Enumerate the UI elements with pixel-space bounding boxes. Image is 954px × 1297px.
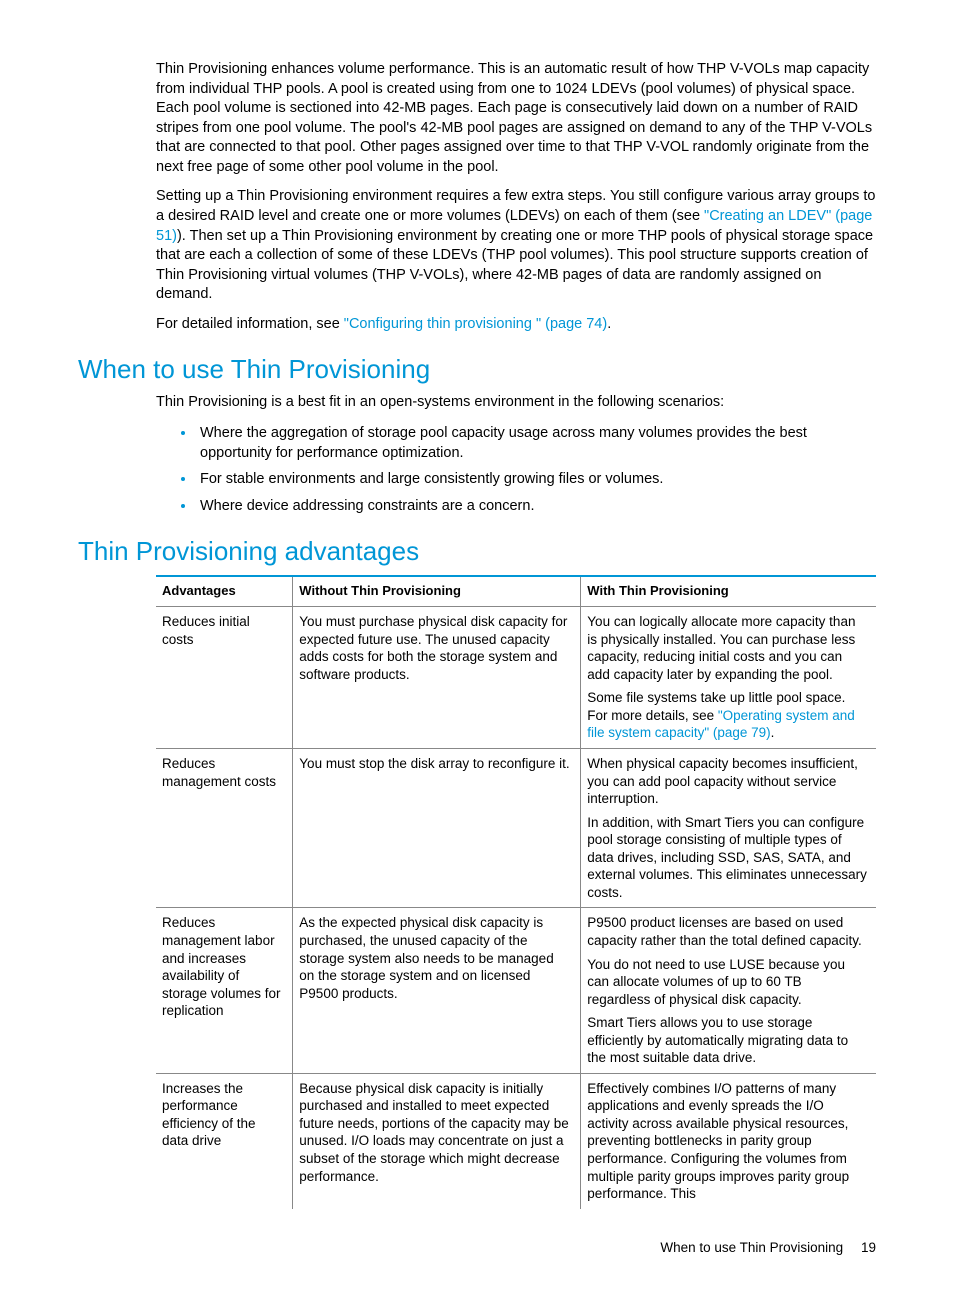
cell-paragraph: In addition, with Smart Tiers you can co… (587, 814, 868, 902)
cell-paragraph: You do not need to use LUSE because you … (587, 956, 868, 1009)
cell-paragraph: You must stop the disk array to reconfig… (299, 755, 572, 773)
advantages-table: Advantages Without Thin Provisioning Wit… (156, 575, 876, 1208)
page-footer: When to use Thin Provisioning 19 (78, 1239, 876, 1257)
intro-block: Thin Provisioning enhances volume perfor… (156, 60, 876, 334)
cell-advantage: Reduces management labor and increases a… (156, 908, 293, 1073)
intro-p3-b: . (607, 316, 611, 332)
list-item: Where device addressing constraints are … (196, 496, 876, 517)
intro-p3-a: For detailed information, see (156, 316, 344, 332)
page: Thin Provisioning enhances volume perfor… (0, 0, 954, 1297)
col-advantages: Advantages (156, 576, 293, 606)
footer-page-number: 19 (861, 1240, 876, 1255)
cell-without: Because physical disk capacity is initia… (293, 1073, 581, 1208)
list-item: Where the aggregation of storage pool ca… (196, 423, 876, 463)
table-row: Increases the performance efficiency of … (156, 1073, 876, 1208)
footer-title: When to use Thin Provisioning (660, 1240, 843, 1255)
cell-paragraph: Effectively combines I/O patterns of man… (587, 1080, 868, 1203)
cell-paragraph: You can logically allocate more capacity… (587, 613, 868, 683)
cell-without: As the expected physical disk capacity i… (293, 908, 581, 1073)
cell-paragraph: Because physical disk capacity is initia… (299, 1080, 572, 1185)
intro-p2-b: ). Then set up a Thin Provisioning envir… (156, 228, 873, 303)
table-row: Reduces management costs You must stop th… (156, 749, 876, 908)
intro-p1: Thin Provisioning enhances volume perfor… (156, 60, 876, 177)
col-with: With Thin Provisioning (581, 576, 876, 606)
cell-paragraph: When physical capacity becomes insuffici… (587, 755, 868, 808)
cell-advantage: Reduces initial costs (156, 607, 293, 749)
cell-without: You must stop the disk array to reconfig… (293, 749, 581, 908)
advantages-tbody: Reduces initial costsYou must purchase p… (156, 607, 876, 1209)
cell-paragraph: P9500 product licenses are based on used… (587, 914, 868, 949)
cell-advantage: Increases the performance efficiency of … (156, 1073, 293, 1208)
list-item: For stable environments and large consis… (196, 469, 876, 490)
when-list: Where the aggregation of storage pool ca… (156, 423, 876, 516)
cell-with: You can logically allocate more capacity… (581, 607, 876, 749)
link-configuring-thin-prov[interactable]: "Configuring thin provisioning " (page 7… (344, 316, 607, 332)
table-row: Reduces initial costsYou must purchase p… (156, 607, 876, 749)
table-header-row: Advantages Without Thin Provisioning Wit… (156, 576, 876, 606)
cell-advantage: Reduces management costs (156, 749, 293, 908)
when-lead: Thin Provisioning is a best fit in an op… (156, 393, 876, 413)
heading-when-to-use: When to use Thin Provisioning (78, 352, 876, 387)
intro-p2: Setting up a Thin Provisioning environme… (156, 187, 876, 304)
cell-with: When physical capacity becomes insuffici… (581, 749, 876, 908)
when-block: Thin Provisioning is a best fit in an op… (156, 393, 876, 516)
intro-p3: For detailed information, see "Configuri… (156, 315, 876, 335)
cell-paragraph: You must purchase physical disk capacity… (299, 613, 572, 683)
cell-text: . (771, 725, 775, 740)
cell-with: P9500 product licenses are based on used… (581, 908, 876, 1073)
cell-paragraph: As the expected physical disk capacity i… (299, 914, 572, 1002)
heading-advantages: Thin Provisioning advantages (78, 534, 876, 569)
cell-with: Effectively combines I/O patterns of man… (581, 1073, 876, 1208)
col-without: Without Thin Provisioning (293, 576, 581, 606)
cell-paragraph: Smart Tiers allows you to use storage ef… (587, 1014, 868, 1067)
table-row: Reduces management labor and increases a… (156, 908, 876, 1073)
cell-paragraph: Some file systems take up little pool sp… (587, 689, 868, 742)
cell-without: You must purchase physical disk capacity… (293, 607, 581, 749)
